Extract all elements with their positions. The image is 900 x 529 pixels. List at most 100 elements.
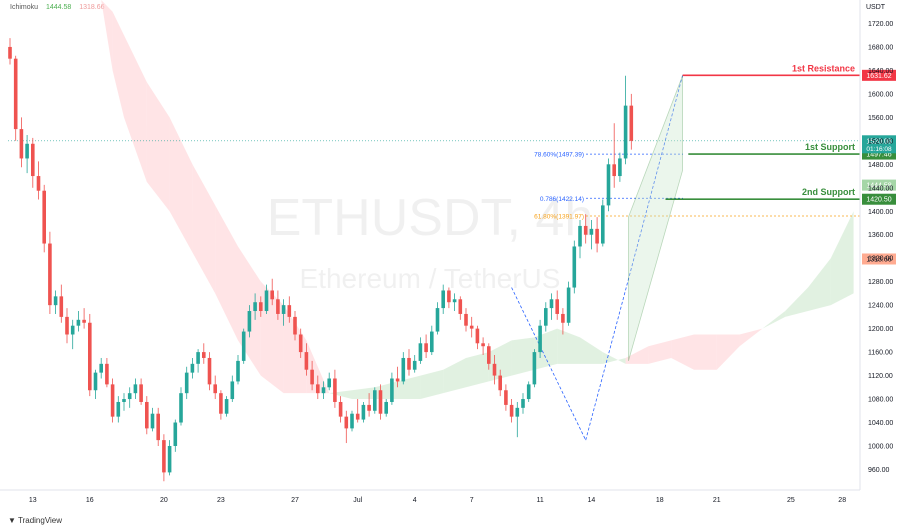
trend-channel bbox=[628, 75, 683, 362]
price-tag-text: 1318.66 bbox=[866, 256, 891, 263]
time-tick-label: 23 bbox=[217, 497, 225, 504]
price-tick-label: 1360.00 bbox=[868, 232, 893, 239]
cloud-segment bbox=[352, 387, 375, 400]
cloud-segment bbox=[511, 337, 535, 376]
candle-body bbox=[76, 319, 81, 326]
candle-body bbox=[601, 205, 605, 244]
candle-body bbox=[623, 105, 628, 159]
candle-body bbox=[435, 308, 440, 332]
candle-body bbox=[515, 407, 520, 417]
cloud-segment bbox=[112, 11, 124, 118]
candle-body bbox=[173, 422, 178, 446]
candle-body bbox=[259, 302, 263, 312]
price-tick-label: 1400.00 bbox=[868, 209, 893, 216]
candle-body bbox=[99, 363, 103, 373]
indicator-value-2: 1318.66 bbox=[79, 4, 105, 11]
tradingview-icon: ▼ bbox=[8, 516, 16, 525]
price-tick-label: 1640.00 bbox=[868, 68, 893, 75]
time-tick-label: 21 bbox=[713, 497, 721, 504]
time-tick-label: 25 bbox=[787, 497, 795, 504]
candle-body bbox=[59, 296, 64, 317]
candle-body bbox=[401, 357, 406, 382]
price-tick-label: 1200.00 bbox=[868, 326, 893, 333]
candle-body bbox=[219, 393, 223, 414]
candle-body bbox=[207, 357, 212, 385]
candle-body bbox=[264, 290, 269, 312]
cloud-segment bbox=[785, 287, 808, 317]
branding-text: TradingView bbox=[18, 516, 63, 525]
tradingview-logo: ▼ TradingView bbox=[8, 516, 62, 525]
price-tag bbox=[862, 135, 896, 154]
candle-body bbox=[469, 325, 474, 329]
candle-body bbox=[367, 404, 371, 411]
candle-body bbox=[361, 404, 366, 420]
candle-body bbox=[287, 305, 292, 317]
candle-body bbox=[202, 352, 206, 358]
cloud-segment bbox=[534, 328, 558, 370]
cloud-segment bbox=[146, 82, 170, 212]
candle-body bbox=[281, 305, 286, 314]
candle-body bbox=[521, 399, 525, 408]
level-label: 2nd Support bbox=[802, 187, 855, 197]
level-price-tag-text: 1631.62 bbox=[866, 73, 891, 80]
time-tick-label: 16 bbox=[86, 497, 94, 504]
time-tick-label: 11 bbox=[536, 497, 543, 504]
candle-body bbox=[458, 299, 463, 314]
candle-body bbox=[430, 331, 434, 353]
time-tick-label: 13 bbox=[29, 497, 37, 504]
candle-body bbox=[150, 413, 155, 429]
fib-label: 0.786(1422.14) bbox=[540, 196, 584, 203]
cloud-segment bbox=[374, 381, 398, 400]
candle-body bbox=[595, 228, 599, 244]
candle-body bbox=[629, 105, 634, 141]
price-tick-label: 1720.00 bbox=[868, 21, 893, 28]
candle-body bbox=[452, 299, 457, 303]
candle-body bbox=[418, 343, 423, 361]
fib-leg-down bbox=[511, 287, 587, 441]
candle-body bbox=[127, 393, 132, 400]
candle-body bbox=[572, 246, 577, 288]
time-axis: 13 16 20 23 27 Jul 4 7 11 14 18 21 25 28 bbox=[0, 489, 860, 504]
price-tag bbox=[862, 179, 896, 191]
candle-body bbox=[532, 352, 537, 385]
candle-body bbox=[236, 360, 240, 382]
cloud-segment bbox=[397, 375, 421, 400]
cloud-segment bbox=[101, 0, 113, 71]
time-tick-label: 4 bbox=[413, 497, 417, 504]
price-tick-label: 1240.00 bbox=[868, 303, 893, 310]
level-price-tag bbox=[862, 193, 896, 205]
price-tick-label: 1280.00 bbox=[868, 279, 893, 286]
candle-body bbox=[13, 58, 18, 130]
candle-body bbox=[179, 393, 183, 423]
candle-body bbox=[156, 413, 160, 441]
price-tick-label: 1680.00 bbox=[868, 44, 893, 51]
level-price-tag bbox=[862, 69, 896, 81]
price-tick-label: 1160.00 bbox=[868, 350, 893, 357]
candle-body bbox=[304, 352, 309, 370]
candle-body bbox=[487, 346, 491, 364]
cloud-segment bbox=[830, 211, 854, 306]
candle-body bbox=[612, 164, 616, 177]
support-resistance-levels: 1st Resistance 1631.62 1st Support 1497.46 2… bbox=[665, 63, 896, 265]
candle-body bbox=[555, 299, 559, 314]
candle-body bbox=[19, 129, 24, 159]
candle-body bbox=[196, 352, 200, 364]
candle-body bbox=[333, 378, 337, 402]
candle-body bbox=[82, 319, 86, 323]
cloud-segment bbox=[671, 334, 694, 370]
candle-body bbox=[412, 360, 417, 370]
candle-body bbox=[618, 158, 622, 177]
price-tick-label: 1080.00 bbox=[868, 397, 893, 404]
price-tick-label: 1440.00 bbox=[868, 185, 893, 192]
price-tick-label: 1480.00 bbox=[868, 162, 893, 169]
candle-body bbox=[190, 363, 195, 373]
candle-body bbox=[589, 228, 594, 235]
candle-body bbox=[310, 369, 314, 385]
candle-body bbox=[167, 445, 172, 473]
candle-body bbox=[606, 164, 611, 206]
candle-body bbox=[36, 176, 41, 191]
candle-body bbox=[247, 311, 252, 332]
candle-body bbox=[298, 334, 303, 353]
candle-body bbox=[25, 143, 29, 159]
